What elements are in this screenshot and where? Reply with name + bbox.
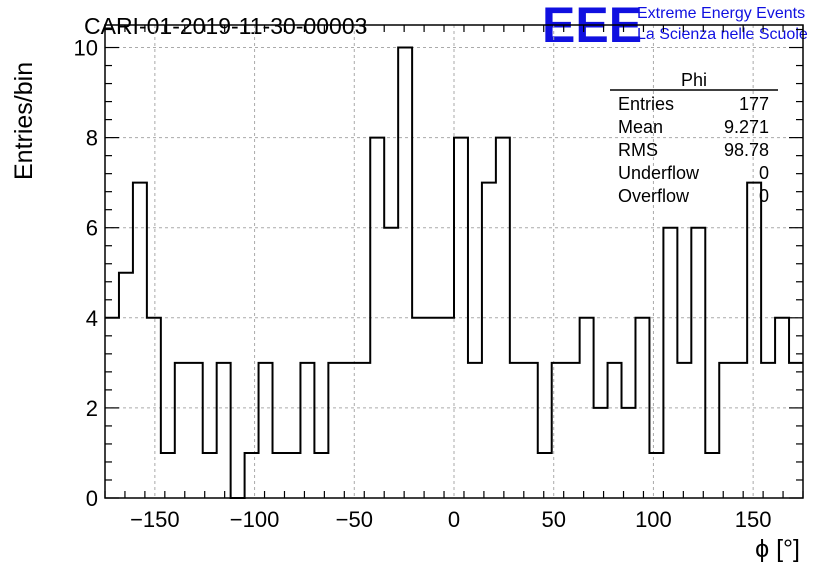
eee-logo-mark: EEE (542, 0, 642, 53)
y-tick-label: 4 (86, 306, 98, 331)
stats-row-value: 98.78 (724, 140, 769, 160)
histogram-bin (719, 363, 733, 498)
y-axis-label: Entries/bin (10, 62, 38, 180)
histogram-bin (538, 453, 552, 498)
histogram-bin (370, 138, 384, 498)
histogram-bin (119, 273, 133, 498)
histogram-bin (412, 318, 426, 498)
histogram-bin (328, 363, 342, 498)
histogram-bins (105, 46, 803, 499)
stats-row-value: 0 (759, 163, 769, 183)
axes (104, 24, 804, 499)
stats-row-value: 177 (739, 94, 769, 114)
histogram-bin (524, 363, 538, 498)
stats-row-label: Underflow (618, 163, 700, 183)
histogram-bin (733, 363, 747, 498)
histogram-bin (566, 363, 580, 498)
histogram-bin (635, 318, 649, 498)
stats-row-label: Entries (618, 94, 674, 114)
histogram-bin (245, 453, 259, 498)
histogram-bin (147, 318, 161, 498)
histogram-bin (552, 363, 566, 498)
y-tick-label: 8 (86, 126, 98, 151)
histogram-bin (384, 228, 398, 498)
histogram-bin (649, 453, 663, 498)
stats-box: Phi Entries 177 Mean 9.271 RMS 98.78 Underflow… (610, 70, 778, 206)
eee-logo: EEE Extreme Energy Events La Scienza nel… (542, 0, 808, 53)
histogram-bin (133, 183, 147, 498)
histogram-bin (300, 363, 314, 498)
histogram-bin (705, 453, 719, 498)
histogram-bin (314, 453, 328, 498)
chart-title: CARI-01-2019-11-30-00003 (84, 13, 367, 39)
histogram-bin (217, 363, 231, 498)
histogram-bin (496, 138, 510, 498)
histogram-bin (440, 318, 454, 498)
x-tick-label: 50 (541, 507, 565, 532)
histogram-bin (356, 363, 370, 498)
histogram-bin (426, 318, 440, 498)
stats-row-label: RMS (618, 140, 658, 160)
histogram-bin (454, 138, 468, 498)
x-tick-label: 100 (635, 507, 672, 532)
plot-frame (104, 24, 804, 499)
histogram-bin (510, 363, 524, 498)
stats-rows: Entries 177 Mean 9.271 RMS 98.78 Underflow 0 Ove… (618, 94, 769, 206)
stats-header: Phi (681, 70, 707, 90)
histogram-bin (189, 363, 203, 498)
stats-row-value: 9.271 (724, 117, 769, 137)
histogram-bin (789, 363, 803, 498)
x-axis-label: ϕ [°] (755, 535, 800, 563)
y-tick-label: 10 (74, 36, 98, 61)
histogram-outline (105, 46, 803, 499)
stats-row-label: Overflow (618, 186, 690, 206)
x-tick-label: −100 (230, 507, 280, 532)
histogram-bin (622, 408, 636, 498)
x-tick-label: −50 (336, 507, 373, 532)
eee-logo-line1: Extreme Energy Events (637, 5, 805, 22)
histogram-bin (286, 453, 300, 498)
stats-row-value: 0 (759, 186, 769, 206)
histogram-bin (747, 183, 761, 498)
x-tick-label: 0 (448, 507, 460, 532)
x-tick-label: −150 (130, 507, 180, 532)
histogram-bin (775, 318, 789, 498)
histogram-bin (691, 228, 705, 498)
eee-logo-line2: La Scienza nelle Scuole (637, 26, 808, 43)
histogram-bin (259, 363, 273, 498)
histogram-bin (761, 363, 775, 498)
histogram-bin (342, 363, 356, 498)
histogram-bin (161, 453, 175, 498)
histogram-bin (594, 408, 608, 498)
histogram-bin (677, 363, 691, 498)
histogram-bin (482, 183, 496, 498)
y-tick-label: 6 (86, 216, 98, 241)
histogram-bin (175, 363, 189, 498)
x-tick-label: 150 (735, 507, 772, 532)
y-tick-label: 0 (86, 486, 98, 511)
histogram-bin (580, 318, 594, 498)
histogram-bin (468, 363, 482, 498)
y-tick-label: 2 (86, 396, 98, 421)
stats-row-label: Mean (618, 117, 663, 137)
tick-labels: −150 −100 −50 0 50 100 150 0 2 4 6 8 10 (74, 36, 772, 532)
histogram-bin (608, 363, 622, 498)
histogram-bin (663, 228, 677, 498)
histogram-bin (398, 48, 412, 498)
